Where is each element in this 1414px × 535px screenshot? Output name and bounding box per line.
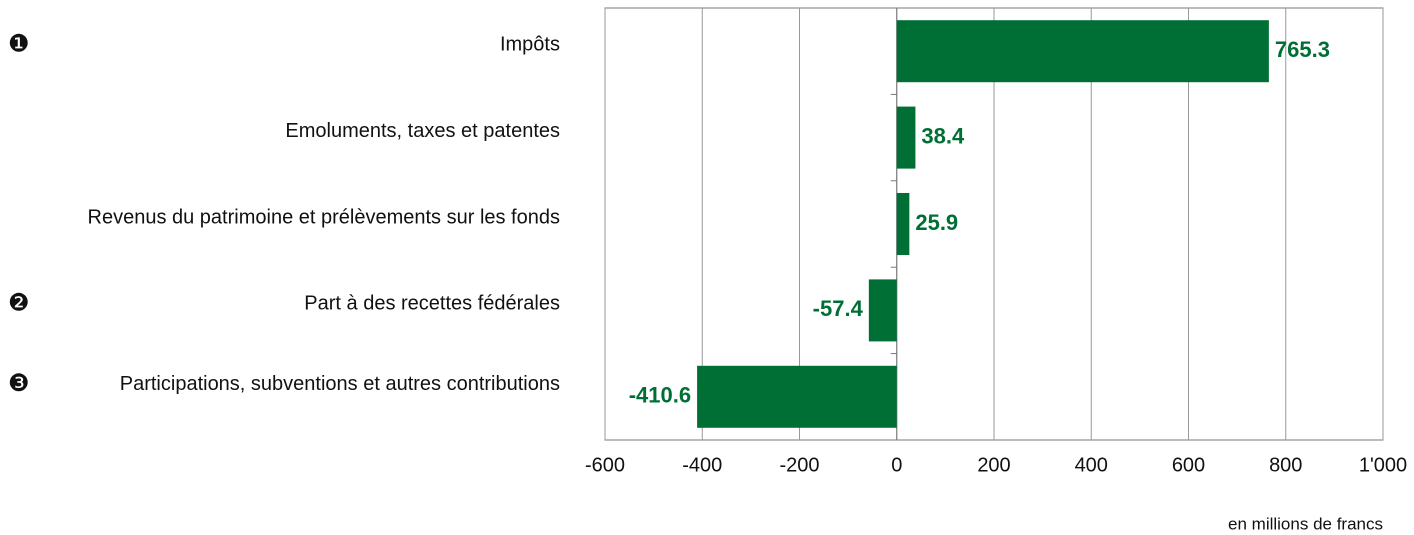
x-tick-label: -400: [682, 454, 722, 476]
value-label: 25.9: [915, 210, 958, 235]
row-marker: ❸: [8, 370, 30, 397]
y-tick-label: Emoluments, taxes et patentes: [285, 120, 560, 142]
bar: [868, 279, 897, 342]
x-tick-label: 400: [1075, 454, 1108, 476]
y-tick-label: Participations, subventions et autres co…: [120, 373, 560, 395]
x-tick-label: 800: [1269, 454, 1302, 476]
x-tick-label: 600: [1172, 454, 1205, 476]
x-tick-label: 1'000: [1359, 454, 1407, 476]
x-tick-label: -200: [779, 454, 819, 476]
bar: [896, 193, 910, 255]
y-tick-label: Part à des recettes fédérales: [304, 293, 560, 315]
value-label: -410.6: [629, 383, 691, 408]
x-tick-label: -600: [585, 454, 625, 476]
y-tick-label: Revenus du patrimoine et prélèvements su…: [88, 206, 560, 228]
x-tick-label: 0: [891, 454, 902, 476]
value-label: 765.3: [1275, 37, 1330, 62]
value-label: -57.4: [813, 296, 864, 321]
value-label: 38.4: [921, 123, 965, 148]
bar: [697, 365, 897, 428]
row-marker: ❷: [8, 290, 30, 317]
x-axis-label: en millions de francs: [1228, 514, 1383, 533]
y-tick-label: Impôts: [500, 33, 560, 55]
bar: [896, 20, 1269, 83]
row-marker: ❶: [8, 31, 30, 58]
bar: [896, 106, 916, 169]
x-tick-label: 200: [977, 454, 1010, 476]
